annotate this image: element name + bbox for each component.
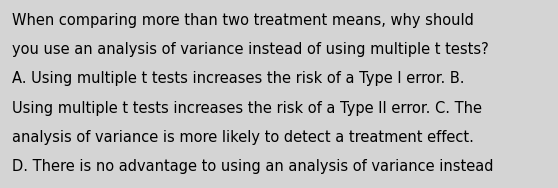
Text: A. Using multiple t tests increases the risk of a Type I error. B.: A. Using multiple t tests increases the … — [12, 71, 465, 86]
Text: Using multiple t tests increases the risk of a Type II error. C. The: Using multiple t tests increases the ris… — [12, 101, 482, 116]
Text: you use an analysis of variance instead of using multiple t tests?: you use an analysis of variance instead … — [12, 42, 489, 57]
Text: When comparing more than two treatment means, why should: When comparing more than two treatment m… — [12, 13, 474, 28]
Text: analysis of variance is more likely to detect a treatment effect.: analysis of variance is more likely to d… — [12, 130, 474, 145]
Text: D. There is no advantage to using an analysis of variance instead: D. There is no advantage to using an ana… — [12, 159, 494, 174]
